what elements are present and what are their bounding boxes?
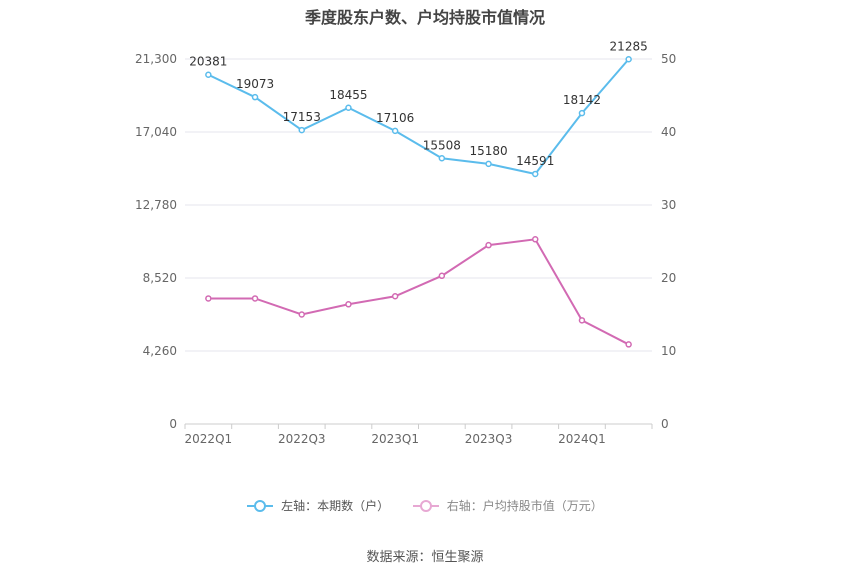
left-tick-label: 17,040 — [135, 125, 177, 139]
line-chart: 0 4,260 8,520 12,780 17,040 21,300 0 10 20 30 40 5… — [135, 39, 676, 446]
chart-title: 季度股东户数、户均持股市值情况 — [304, 8, 545, 27]
left-tick-label: 12,780 — [135, 198, 177, 212]
right-tick-label: 20 — [661, 271, 676, 285]
x-tick-label: 2023Q1 — [371, 432, 419, 446]
x-tick-label: 2023Q3 — [465, 432, 513, 446]
right-tick-label: 50 — [661, 52, 676, 66]
right-tick-label: 0 — [661, 417, 669, 431]
right-tick-label: 30 — [661, 198, 676, 212]
series-points — [205, 56, 632, 348]
series-lines — [207, 58, 630, 346]
data-point-right — [251, 295, 259, 302]
data-point-left — [532, 170, 539, 178]
data-label: 19073 — [236, 77, 274, 91]
x-axis-ticks: 2022Q1 2022Q3 2023Q1 2023Q3 2024Q1 — [184, 424, 653, 446]
x-tick-label: 2022Q3 — [278, 432, 326, 446]
legend-item-left[interactable]: 左轴：本期数（户） — [247, 497, 389, 514]
data-point-right — [298, 311, 305, 318]
data-point-right — [625, 341, 632, 348]
data-label: 21285 — [610, 39, 648, 53]
data-labels: 20381 19073 17153 18455 17106 15508 15180 14591… — [189, 39, 647, 168]
left-tick-label: 0 — [169, 417, 177, 431]
left-tick-label: 21,300 — [135, 52, 177, 66]
data-label: 15508 — [423, 138, 461, 152]
legend-marker-left — [247, 499, 274, 512]
data-label: 17106 — [376, 111, 414, 125]
data-point-left — [625, 56, 632, 63]
left-tick-label: 4,260 — [143, 344, 177, 358]
data-label: 14591 — [516, 154, 554, 168]
data-point-left — [438, 155, 446, 162]
legend: 左轴：本期数（户） 右轴：户均持股市值（万元） — [0, 497, 850, 514]
data-point-right — [578, 317, 586, 324]
data-point-left — [391, 127, 399, 135]
data-point-right — [438, 272, 446, 280]
x-tick-label: 2024Q1 — [558, 432, 606, 446]
legend-label-left: 左轴：本期数（户） — [281, 499, 390, 513]
series-line-left — [207, 58, 630, 176]
data-label: 17153 — [283, 110, 321, 124]
data-label: 15180 — [469, 144, 507, 158]
left-tick-label: 8,520 — [143, 271, 177, 285]
data-point-left — [485, 160, 492, 168]
data-source: 数据来源：恒生聚源 — [366, 550, 484, 565]
legend-marker-right — [412, 499, 439, 512]
data-point-right — [391, 293, 399, 300]
data-point-left — [578, 109, 586, 117]
data-point-left — [205, 71, 212, 78]
right-tick-label: 10 — [661, 344, 676, 358]
x-tick-label: 2022Q1 — [185, 432, 233, 446]
data-point-right — [532, 236, 539, 243]
data-point-left — [251, 93, 259, 101]
legend-label-right: 右轴：户均持股市值（万元） — [446, 499, 603, 513]
data-point-right — [485, 241, 492, 249]
data-point-left — [345, 104, 352, 112]
data-label: 18455 — [329, 88, 367, 102]
series-line-right — [208, 238, 630, 346]
data-point-left — [298, 126, 305, 134]
right-axis-ticks: 0 10 20 30 40 50 — [661, 52, 676, 431]
left-axis-ticks: 0 4,260 8,520 12,780 17,040 21,300 — [135, 52, 177, 431]
data-point-right — [205, 295, 212, 302]
right-tick-label: 40 — [661, 125, 676, 139]
data-label: 18142 — [563, 93, 601, 107]
data-point-right — [345, 301, 352, 308]
data-label: 20381 — [189, 55, 227, 69]
legend-item-right[interactable]: 右轴：户均持股市值（万元） — [412, 497, 603, 514]
